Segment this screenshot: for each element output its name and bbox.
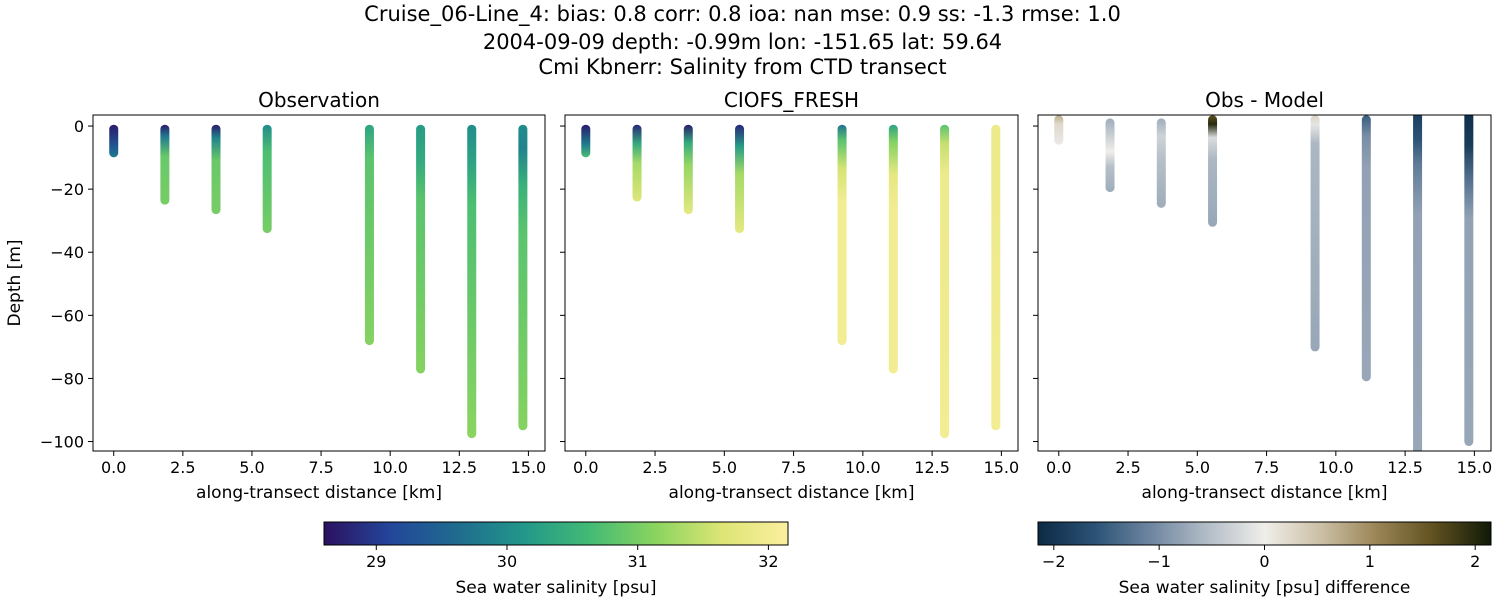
x-tick-label: 15.0: [984, 458, 1020, 477]
x-tick-label: 12.5: [914, 458, 950, 477]
x-tick-label: 7.5: [308, 458, 333, 477]
y-tick-label: −20: [50, 180, 84, 199]
x-tick-label: 2.5: [1115, 458, 1140, 477]
x-tick-label: 7.5: [1254, 458, 1279, 477]
profile-7-points: [1413, 115, 1423, 451]
axes-frame: [92, 114, 546, 452]
panel-1-profiles: [109, 124, 528, 439]
panel-1: 0.0 2.5 5.0 7.5 10.0 12.5 15.0 0 −20 −40 −60 −80 −10…: [5, 88, 546, 503]
y-tick-label: −100: [40, 433, 84, 452]
colorbar-tick-label: −1: [1147, 552, 1171, 571]
colorbar-2: −2 −1 0 1 2 Sea water salinity [psu] differen…: [1037, 521, 1492, 598]
profile-4-points: [1208, 115, 1218, 227]
x-tick-label: 15.0: [1457, 458, 1493, 477]
x-tick-label: 10.0: [372, 458, 408, 477]
profile-8-points: [991, 124, 1001, 431]
panel-title: Obs - Model: [1205, 88, 1324, 112]
y-axis-label: Depth [m]: [5, 239, 25, 326]
colorbar-label: Sea water salinity [psu]: [456, 578, 657, 598]
profile-8-points: [1464, 115, 1474, 447]
y-tick-label: −60: [50, 306, 84, 325]
panel-3: 0.0 2.5 5.0 7.5 10.0 12.5 15.0 Obs - Model along…: [1033, 88, 1492, 503]
y-tick-label: −80: [50, 369, 84, 388]
profile-1-points: [109, 124, 119, 158]
panel-3-profiles: [1054, 115, 1474, 451]
profile-3-points: [683, 124, 693, 215]
profile-2-points: [632, 124, 642, 202]
axes-frame: [1037, 114, 1492, 452]
profile-3-points: [211, 124, 221, 215]
colorbar-tick-label: −2: [1042, 552, 1066, 571]
profile-5-points: [837, 124, 847, 346]
colorbar-tick-label: 30: [497, 552, 517, 571]
x-axis-label: along-transect distance [km]: [669, 483, 915, 503]
x-tick-label: 7.5: [781, 458, 806, 477]
figure-title-line-1: Cruise_06-Line_4: bias: 0.8 corr: 0.8 io…: [364, 2, 1121, 26]
profile-1-points: [581, 124, 591, 158]
y-tick-label: 0: [74, 117, 84, 136]
x-tick-label: 15.0: [511, 458, 547, 477]
x-tick-label: 0.0: [573, 458, 598, 477]
profile-5-points: [1310, 115, 1320, 352]
profile-7-points: [467, 124, 477, 439]
colorbar-tick-label: 32: [758, 552, 778, 571]
x-tick-label: 5.0: [239, 458, 264, 477]
profile-7-points: [940, 124, 950, 439]
y-tick-label: −40: [50, 243, 84, 262]
colorbar-tick-label: 1: [1365, 552, 1375, 571]
colorbar-tick-label: 29: [366, 552, 386, 571]
profile-3-points: [1156, 118, 1166, 208]
axes-frame: [564, 114, 1019, 452]
x-tick-label: 2.5: [642, 458, 667, 477]
x-tick-label: 12.5: [441, 458, 477, 477]
colorbar-gradient: [323, 521, 789, 546]
colorbar-gradient: [1037, 521, 1492, 546]
x-tick-label: 12.5: [1387, 458, 1423, 477]
panel-2-profiles: [581, 124, 1001, 439]
profile-2-points: [1105, 118, 1115, 193]
profile-6-points: [1361, 115, 1371, 382]
x-tick-label: 5.0: [712, 458, 737, 477]
profile-1-points: [1054, 115, 1064, 145]
x-tick-label: 5.0: [1185, 458, 1210, 477]
profile-4-points: [735, 124, 745, 234]
x-tick-label: 10.0: [845, 458, 881, 477]
figure-title-line-2: 2004-09-09 depth: -0.99m lon: -151.65 la…: [482, 30, 1003, 54]
profile-2-points: [160, 124, 170, 205]
panel-2: 0.0 2.5 5.0 7.5 10.0 12.5 15.0 CIOFS_FRESHalong…: [560, 88, 1019, 503]
colorbar-tick-label: 0: [1259, 552, 1269, 571]
colorbar-1: 29 30 31 32 Sea water salinity [psu]: [323, 521, 789, 598]
x-tick-label: 2.5: [170, 458, 195, 477]
x-axis-label: along-transect distance [km]: [196, 483, 442, 503]
x-axis-label: along-transect distance [km]: [1142, 483, 1388, 503]
profile-8-points: [518, 124, 528, 431]
colorbar-label: Sea water salinity [psu] difference: [1119, 578, 1411, 598]
x-tick-label: 0.0: [1046, 458, 1071, 477]
colorbar-tick-label: 2: [1470, 552, 1480, 571]
profile-6-points: [416, 124, 426, 374]
panel-title: CIOFS_FRESH: [724, 88, 859, 112]
colorbar-tick-label: 31: [628, 552, 648, 571]
x-tick-label: 0.0: [101, 458, 126, 477]
figure-title-line-3: Cmi Kbnerr: Salinity from CTD transect: [538, 55, 947, 79]
profile-5-points: [364, 124, 374, 346]
x-tick-label: 10.0: [1318, 458, 1354, 477]
panel-title: Observation: [258, 88, 380, 112]
profile-4-points: [262, 124, 272, 234]
profile-6-points: [888, 124, 898, 374]
